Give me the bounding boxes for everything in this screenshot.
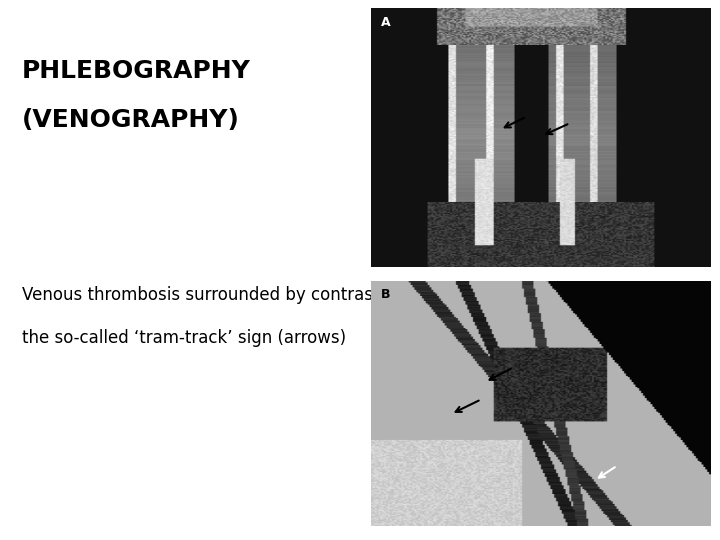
- Text: Venous thrombosis surrounded by contrast,: Venous thrombosis surrounded by contrast…: [22, 286, 384, 304]
- Text: A: A: [381, 16, 391, 29]
- Text: B: B: [381, 288, 390, 301]
- Text: the so-called ‘tram-track’ sign (arrows): the so-called ‘tram-track’ sign (arrows): [22, 329, 346, 347]
- Text: (VENOGRAPHY): (VENOGRAPHY): [22, 108, 240, 132]
- Text: PHLEBOGRAPHY: PHLEBOGRAPHY: [22, 59, 251, 83]
